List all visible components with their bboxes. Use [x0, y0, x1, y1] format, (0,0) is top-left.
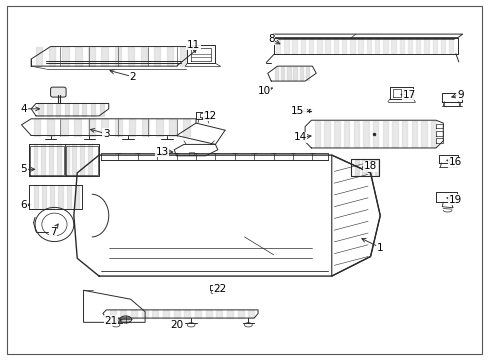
Text: 2: 2: [129, 72, 136, 82]
Text: 6: 6: [20, 200, 27, 210]
Text: 13: 13: [155, 147, 168, 157]
Text: 5: 5: [20, 164, 27, 174]
Text: 22: 22: [213, 284, 226, 293]
Text: 12: 12: [203, 111, 217, 121]
Text: 16: 16: [448, 157, 461, 167]
FancyBboxPatch shape: [50, 87, 66, 97]
Text: 7: 7: [50, 226, 56, 237]
Text: 3: 3: [103, 129, 109, 139]
Text: 10: 10: [257, 86, 270, 96]
Text: 4: 4: [20, 104, 27, 114]
Text: 18: 18: [363, 162, 376, 171]
Text: 19: 19: [448, 194, 461, 204]
Text: 21: 21: [104, 316, 118, 325]
Text: 11: 11: [186, 40, 200, 50]
Text: 17: 17: [402, 90, 415, 100]
Text: 9: 9: [456, 90, 463, 100]
Text: 20: 20: [170, 320, 183, 330]
Text: 15: 15: [291, 105, 304, 116]
Text: 14: 14: [293, 132, 306, 142]
Text: 1: 1: [376, 243, 383, 253]
Text: 8: 8: [267, 35, 274, 44]
